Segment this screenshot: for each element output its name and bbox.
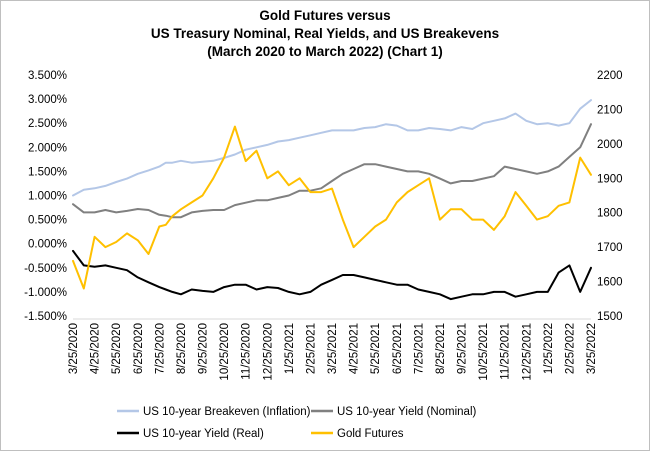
y-left-tick-label: -0.500%	[24, 263, 67, 275]
y-left-tick-label: 1.000%	[28, 191, 67, 203]
x-tick-label: 2/25/2021	[305, 323, 317, 374]
x-tick-label: 4/25/2020	[90, 323, 102, 374]
y-right-tick-label: 1600	[597, 277, 623, 289]
y-left-tick-label: 0.000%	[28, 239, 67, 251]
x-tick-label: 3/25/2020	[68, 323, 80, 374]
legend-label: US 10-year Breakeven (Inflation)	[143, 406, 311, 418]
x-tick-label: 7/25/2020	[154, 323, 166, 374]
series-line-us-10-year-breakeven-inflation	[72, 99, 592, 197]
y-right-tick-label: 1700	[597, 242, 623, 254]
y-left-tick-label: -1.500%	[24, 311, 67, 323]
x-tick-label: 12/25/2020	[262, 323, 274, 381]
x-tick-label: 3/25/2021	[327, 323, 339, 374]
x-tick-label: 11/25/2021	[500, 323, 512, 380]
chart-title-line-3: (March 2020 to March 2022) (Chart 1)	[207, 44, 443, 59]
y-right-tick-label: 1500	[597, 311, 623, 323]
x-tick-label: 9/25/2021	[457, 323, 469, 374]
x-tick-label: 9/25/2020	[198, 323, 210, 374]
y-right-tick-label: 2200	[597, 70, 623, 82]
y-left-tick-label: 3.500%	[28, 70, 67, 82]
x-tick-label: 5/25/2020	[111, 323, 123, 374]
chart-title-line-1: Gold Futures versus	[259, 8, 391, 23]
chart-title-line-2: US Treasury Nominal, Real Yields, and US…	[150, 26, 500, 41]
x-tick-label: 1/25/2022	[543, 323, 555, 374]
series-line-us-10-year-yield-nominal	[72, 123, 592, 219]
legend-label: US 10-year Yield (Real)	[143, 428, 264, 440]
x-tick-label: 1/25/2021	[284, 323, 296, 374]
x-tick-label: 6/25/2021	[392, 323, 404, 374]
series-line-gold-futures	[72, 125, 592, 290]
x-tick-label: 8/25/2020	[176, 323, 188, 374]
x-tick-label: 8/25/2021	[435, 323, 447, 374]
y-right-tick-label: 1800	[597, 208, 623, 220]
y-left-tick-label: -1.000%	[24, 287, 67, 299]
y-left-tick-label: 1.500%	[28, 166, 67, 178]
y-left-tick-label: 2.500%	[28, 118, 67, 130]
x-tick-label: 5/25/2021	[370, 323, 382, 374]
legend-label: Gold Futures	[337, 428, 404, 440]
y-left-tick-label: 3.000%	[28, 94, 67, 106]
y-right-tick-label: 1900	[597, 173, 623, 185]
x-tick-label: 10/25/2021	[478, 323, 490, 381]
legend-label: US 10-year Yield (Nominal)	[337, 406, 477, 418]
x-tick-label: 2/25/2022	[564, 323, 576, 374]
y-right-tick-label: 2000	[597, 139, 623, 151]
x-tick-label: 4/25/2021	[349, 323, 361, 374]
x-tick-label: 3/25/2022	[586, 323, 598, 374]
x-tick-label: 11/25/2020	[241, 323, 253, 380]
x-tick-label: 10/25/2020	[219, 323, 231, 381]
y-left-tick-label: 2.000%	[28, 142, 67, 154]
series-line-us-10-year-yield-real	[72, 249, 592, 301]
x-tick-label: 7/25/2021	[413, 323, 425, 374]
y-right-tick-label: 2100	[597, 104, 623, 116]
x-tick-label: 12/25/2021	[521, 323, 533, 381]
y-left-tick-label: 0.500%	[28, 215, 67, 227]
x-tick-label: 6/25/2020	[133, 323, 145, 374]
